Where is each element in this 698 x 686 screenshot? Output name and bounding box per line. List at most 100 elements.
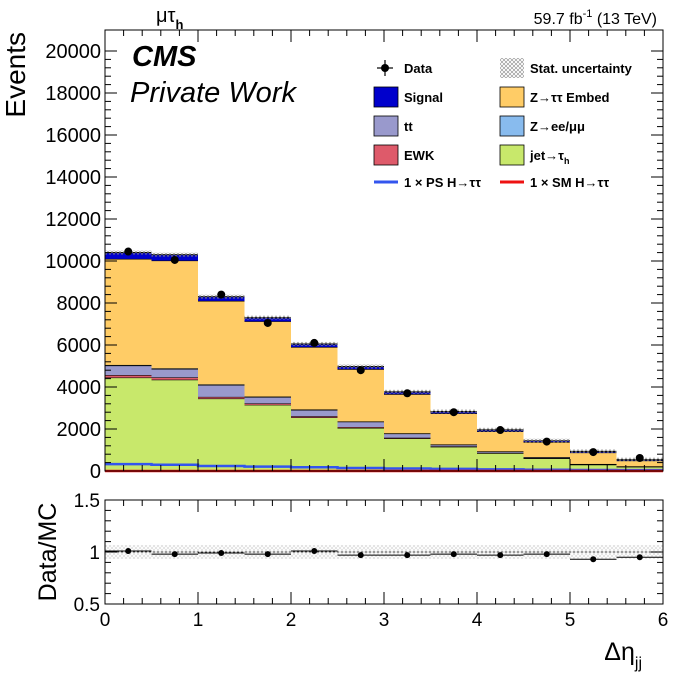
stack-bar-1-4	[291, 416, 338, 418]
stack-bar-4-1	[151, 260, 198, 369]
legend-entry-zll: Z→ee/μμ	[499, 115, 585, 137]
legend-entry-signal: Signal	[373, 86, 443, 108]
stack-bar-0-6	[384, 438, 431, 471]
ratio-xtick-label-4: 4	[472, 610, 483, 631]
legend-jetfake-swatch	[499, 144, 525, 166]
stack-layer	[105, 250, 663, 471]
ratio-uncertainty-band	[105, 545, 663, 559]
ratio-point-6	[404, 552, 411, 559]
legend-entry-ps-higgs: 1 × PS H→ττ	[374, 175, 481, 190]
legend-jetfake-sub: h	[564, 156, 570, 166]
stack-bar-4-4	[291, 347, 338, 410]
legend-data-label: Data	[404, 61, 433, 76]
stack-bar-5-0	[105, 252, 152, 259]
main-x-ticks	[104, 30, 664, 471]
legend-jetfake-label: jet→τh	[529, 148, 569, 166]
ratio-point-4	[311, 547, 318, 554]
channel-sub: h	[175, 17, 183, 32]
stack-bar-4-11	[616, 460, 663, 467]
stack-bar-0-10	[570, 464, 617, 471]
legend-zll-label: Z→ee/μμ	[530, 119, 585, 134]
main-ytick-label-7: 14000	[45, 167, 101, 189]
stack-bar-2-8	[477, 451, 524, 453]
main-ytick-label-5: 10000	[45, 251, 101, 273]
data-point-10	[589, 448, 598, 457]
data-point-9	[542, 437, 551, 446]
stack-bar-2-1	[151, 368, 198, 378]
data-point-8	[496, 426, 505, 435]
data-point-3	[263, 318, 272, 327]
data-point-1	[170, 255, 179, 264]
ratio-xtick-label-6: 6	[658, 610, 669, 631]
stack-bar-0-5	[337, 427, 384, 471]
stack-bar-0-2	[198, 398, 245, 471]
stack-bar-0-9	[523, 458, 570, 471]
stack-bar-1-1	[151, 377, 198, 380]
ratio-point-2	[218, 550, 225, 557]
legend-entry-jetfake: jet→τh	[499, 144, 569, 166]
stack-bar-0-11	[616, 466, 663, 471]
legend-zll-swatch	[499, 115, 525, 137]
stack-bar-0-1	[151, 379, 198, 471]
lumi-energy: (13 TeV)	[592, 11, 657, 28]
stack-bar-4-8	[477, 431, 524, 452]
data-point-7	[449, 408, 458, 417]
stack-bar-2-4	[291, 409, 338, 417]
ratio-ytick-label-0: 0.5	[74, 595, 100, 616]
stack-bar-0-3	[244, 404, 291, 471]
legend-tt-label: tt	[404, 119, 413, 134]
stack-bar-0-4	[291, 417, 338, 471]
legend-signal-swatch	[373, 86, 399, 108]
x-axis-label-sub: jj	[634, 655, 642, 672]
data-layer	[124, 247, 644, 462]
stack-bar-0-8	[477, 453, 524, 471]
ratio-ytick-label-2: 1.5	[74, 491, 100, 512]
stack-bar-1-2	[198, 396, 245, 399]
ratio-point-8	[497, 552, 504, 559]
stack-bar-0-0	[105, 377, 152, 471]
legend-stat-swatch	[500, 58, 524, 78]
ratio-point-9	[543, 551, 550, 558]
private-work-label: Private Work	[130, 77, 297, 109]
legend-stat-label: Stat. uncertainty	[530, 61, 633, 76]
lumi-exponent: -1	[583, 8, 593, 20]
stack-bar-2-0	[105, 365, 152, 376]
main-ytick-label-4: 8000	[57, 293, 102, 315]
y-axis-label: Events	[0, 32, 31, 118]
main-panel: 0 2000 4000 6000 8000 10000 12000 14000 16000 180…	[45, 29, 664, 483]
main-ytick-label-10: 20000	[45, 41, 101, 63]
lumi-label: 59.7 fb-1 (13 TeV)	[534, 8, 657, 28]
stack-bar-2-3	[244, 397, 291, 404]
main-ytick-label-8: 16000	[45, 125, 101, 147]
stack-bar-1-0	[105, 375, 152, 378]
stack-bar-0-7	[430, 446, 477, 471]
data-point-5	[356, 366, 365, 375]
legend-entry-sm-higgs: 1 × SM H→ττ	[500, 175, 609, 190]
x-axis-label: Δηjj	[604, 638, 642, 672]
ratio-xtick-label-2: 2	[286, 610, 297, 631]
legend-entry-ewk: EWK	[373, 144, 435, 166]
stack-bar-2-2	[198, 384, 245, 397]
ratio-point-3	[264, 551, 271, 558]
legend-tt-swatch	[373, 115, 399, 137]
legend-ztt-swatch	[499, 86, 525, 108]
main-y-axis: 0 2000 4000 6000 8000 10000 12000 14000 16000 180…	[45, 41, 663, 483]
stack-bar-4-2	[198, 300, 245, 385]
legend-ps-label: 1 × PS H→ττ	[404, 175, 481, 190]
stack-bar-4-6	[384, 394, 431, 434]
main-ytick-label-1: 2000	[57, 419, 102, 441]
ratio-panel: 0.5 1 1.5 0 1 2 3 4 5 6	[74, 491, 669, 631]
main-ytick-label-2: 4000	[57, 377, 102, 399]
legend-ewk-swatch	[373, 144, 399, 166]
stack-bar-4-5	[337, 369, 384, 422]
ratio-xtick-label-0: 0	[100, 610, 111, 631]
legend: Data Stat. uncertainty Signal Z→ττ Embed…	[373, 58, 633, 190]
stack-bar-4-0	[105, 258, 152, 365]
legend-entry-ztt: Z→ττ Embed	[499, 86, 610, 108]
stack-bar-1-3	[244, 403, 291, 405]
ratio-y-axis: 0.5 1 1.5	[74, 491, 663, 616]
data-point-4	[310, 338, 319, 347]
stack-bar-2-6	[384, 433, 431, 438]
stack-bar-4-10	[570, 452, 617, 464]
